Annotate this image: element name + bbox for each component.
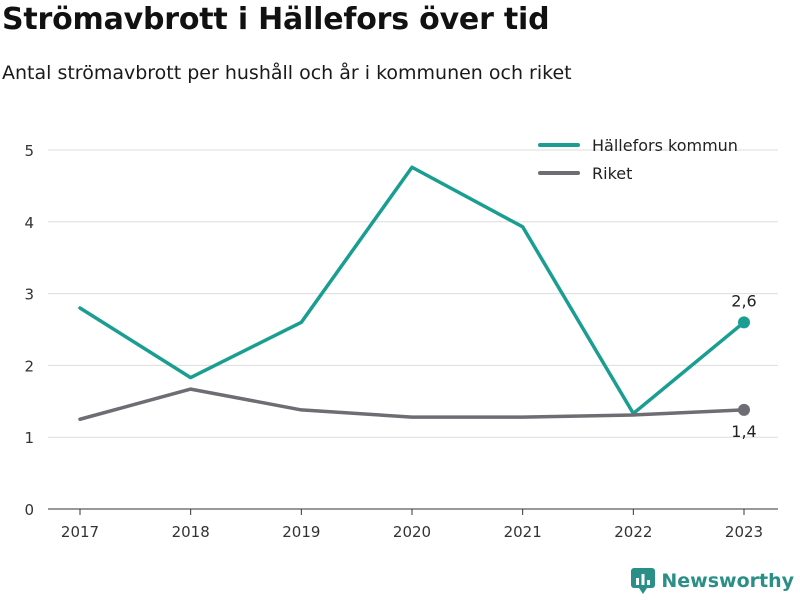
- y-tick-label: 3: [24, 286, 34, 304]
- x-tick-label: 2022: [614, 523, 652, 541]
- y-tick-label: 2: [24, 357, 34, 375]
- chart-title: Strömavbrott i Hällefors över tid: [2, 2, 550, 37]
- series-line-riket: [78, 387, 746, 421]
- x-tick-label: 2018: [172, 523, 210, 541]
- series-line-hallefors: [78, 165, 746, 416]
- gridlines: [48, 149, 778, 438]
- y-tick-label: 4: [24, 214, 34, 232]
- axes: 0 1 2 3 4 5 2017 2018 2019 2020 2021 2022 2023: [24, 142, 778, 541]
- x-tick-label: 2021: [504, 523, 542, 541]
- end-data-label: 1,4: [731, 422, 756, 441]
- series-end-point: [738, 403, 750, 416]
- end-data-label: 2,6: [731, 291, 756, 310]
- x-tick-label: 2020: [393, 523, 431, 541]
- data-labels: 2,6 1,4: [731, 291, 756, 441]
- y-tick-label: 1: [24, 429, 34, 447]
- series-lines: [78, 165, 750, 421]
- legend-label: Riket: [592, 164, 632, 183]
- newsworthy-logo-icon: [631, 568, 656, 594]
- legend-label: Hällefors kommun: [592, 136, 738, 155]
- brand-name: Newsworthy: [661, 570, 794, 592]
- legend: Hällefors kommun Riket: [538, 136, 738, 183]
- brand-logo: Newsworthy: [631, 568, 794, 594]
- chart-subtitle: Antal strömavbrott per hushåll och år i …: [2, 62, 572, 84]
- y-tick-label: 5: [24, 142, 34, 160]
- x-tick-label: 2019: [282, 523, 320, 541]
- series-end-point: [738, 316, 750, 329]
- x-tick-label: 2023: [725, 523, 763, 541]
- x-tick-label: 2017: [61, 523, 99, 541]
- y-tick-label: 0: [24, 501, 34, 519]
